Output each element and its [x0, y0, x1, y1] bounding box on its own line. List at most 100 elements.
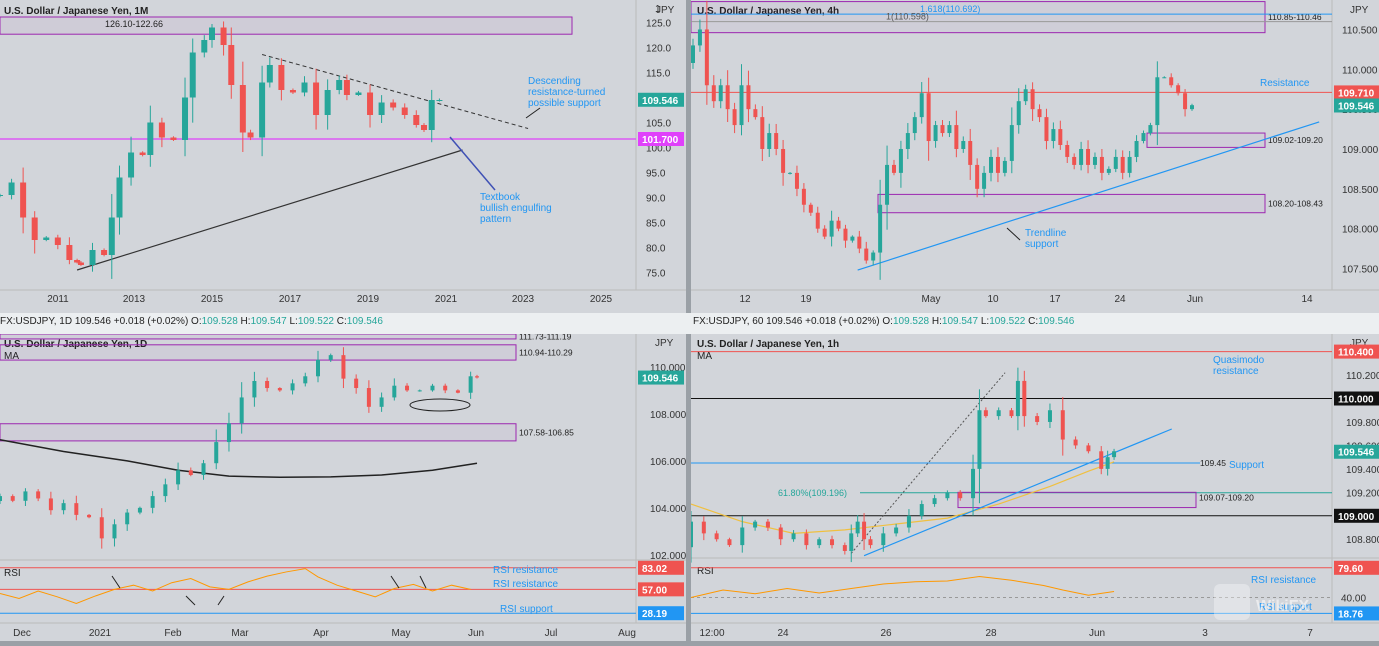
- candle: [808, 204, 813, 213]
- candle: [436, 100, 443, 101]
- candle: [781, 148, 786, 173]
- candle: [87, 514, 92, 518]
- y-tick-label: 109.200: [1346, 488, 1379, 499]
- price-tag-bg: [638, 92, 684, 107]
- candle: [855, 521, 860, 534]
- ticker-last: 109.546: [763, 316, 805, 327]
- candle: [732, 109, 737, 126]
- x-tick-label: Apr: [313, 628, 329, 639]
- candle: [961, 141, 966, 149]
- candle: [8, 182, 15, 195]
- candle: [20, 182, 27, 218]
- candle: [1148, 125, 1153, 134]
- rsi-line: [690, 575, 1115, 598]
- zone-box: [0, 16, 573, 35]
- candle: [794, 172, 799, 189]
- candle: [1141, 133, 1146, 142]
- candle: [209, 27, 215, 40]
- candle: [443, 385, 448, 391]
- rsi-level-tag-bg: [638, 582, 684, 597]
- ticker-l: 109.522: [989, 316, 1026, 327]
- candle: [201, 40, 208, 53]
- candle: [1065, 145, 1070, 157]
- candle: [926, 93, 931, 142]
- x-tick-label: 19: [800, 294, 812, 305]
- x-tick-label: Feb: [164, 628, 182, 639]
- unit-label: JPY: [655, 338, 674, 349]
- candle: [878, 204, 883, 253]
- candle: [701, 521, 706, 534]
- candle: [894, 527, 899, 534]
- level-tag-bg: [1334, 344, 1379, 359]
- rsi-line: [0, 568, 471, 604]
- candle: [74, 503, 79, 515]
- zone-label: 110.94-110.29: [519, 347, 573, 357]
- candle: [89, 250, 96, 265]
- fib-label: 61.80%(109.196): [778, 488, 847, 498]
- price-tag-bg: [638, 370, 684, 385]
- x-tick-label: 2021: [435, 294, 458, 305]
- candle: [77, 262, 84, 265]
- level-tag-bg: [1334, 508, 1379, 523]
- y-tick-label: 115.0: [646, 69, 671, 80]
- candle: [455, 390, 460, 393]
- zone-box: [0, 333, 517, 340]
- y-tick-label: 95.0: [646, 169, 666, 180]
- rsi-arrow: [419, 575, 427, 589]
- candle: [430, 385, 435, 391]
- candle: [36, 491, 41, 499]
- candle: [940, 125, 945, 134]
- level-tag: 110.400: [1338, 348, 1374, 359]
- candle: [220, 27, 227, 45]
- x-tick-label: Dec: [13, 628, 31, 639]
- x-tick-label: 2011: [47, 294, 69, 305]
- rsi-label: RSI: [4, 568, 21, 579]
- annotation-arrow: [525, 107, 541, 119]
- candle: [378, 102, 385, 115]
- x-tick-label: 2025: [590, 294, 613, 305]
- candle: [983, 410, 988, 417]
- rsi-arrow: [111, 575, 121, 589]
- x-tick-label: 2013: [123, 294, 146, 305]
- candle: [277, 388, 282, 391]
- candle: [247, 132, 254, 138]
- fib-label: 1.618(110.692): [920, 4, 980, 14]
- candle: [849, 533, 854, 551]
- zone-box: [957, 491, 1197, 509]
- candle: [815, 212, 820, 229]
- candle: [1009, 410, 1014, 417]
- chart-title: U.S. Dollar / Japanese Yen, 1h: [697, 339, 839, 350]
- x-tick-label: May: [922, 294, 941, 305]
- rsi-annotation: RSI resistance: [493, 579, 558, 590]
- level-tag-bg: [638, 132, 684, 146]
- candle: [1183, 93, 1188, 110]
- candle: [468, 376, 473, 393]
- y-tick-label: 110.200: [1346, 371, 1379, 382]
- unit-label: JPY: [1350, 338, 1369, 349]
- x-tick-label: 2017: [279, 294, 302, 305]
- level-tag: 101.700: [642, 135, 679, 146]
- candle: [379, 397, 384, 407]
- candle: [116, 177, 123, 218]
- candle: [842, 545, 847, 551]
- ticker-c: 109.546: [347, 316, 384, 327]
- x-tick-label: 17: [1049, 294, 1061, 305]
- y-tick-label: 90.0: [646, 194, 666, 205]
- candle: [718, 85, 723, 102]
- candle: [10, 496, 15, 501]
- candle: [989, 156, 994, 173]
- candle: [725, 85, 730, 110]
- x-tick-label: May: [392, 628, 411, 639]
- zone-label: 109.02-109.20: [1268, 135, 1323, 145]
- candle: [301, 82, 308, 93]
- fib-label: 1(110.598): [886, 12, 929, 22]
- x-tick-label: Jun: [1089, 628, 1105, 639]
- unit-label: JPY: [1350, 5, 1369, 16]
- candle: [158, 122, 165, 138]
- y-tick-label: 100.0: [646, 144, 671, 155]
- panel-bg: [691, 0, 1379, 313]
- ticker-last: 109.546: [72, 316, 114, 327]
- candle: [417, 390, 422, 392]
- x-tick-label: 2023: [512, 294, 535, 305]
- candle: [753, 109, 758, 118]
